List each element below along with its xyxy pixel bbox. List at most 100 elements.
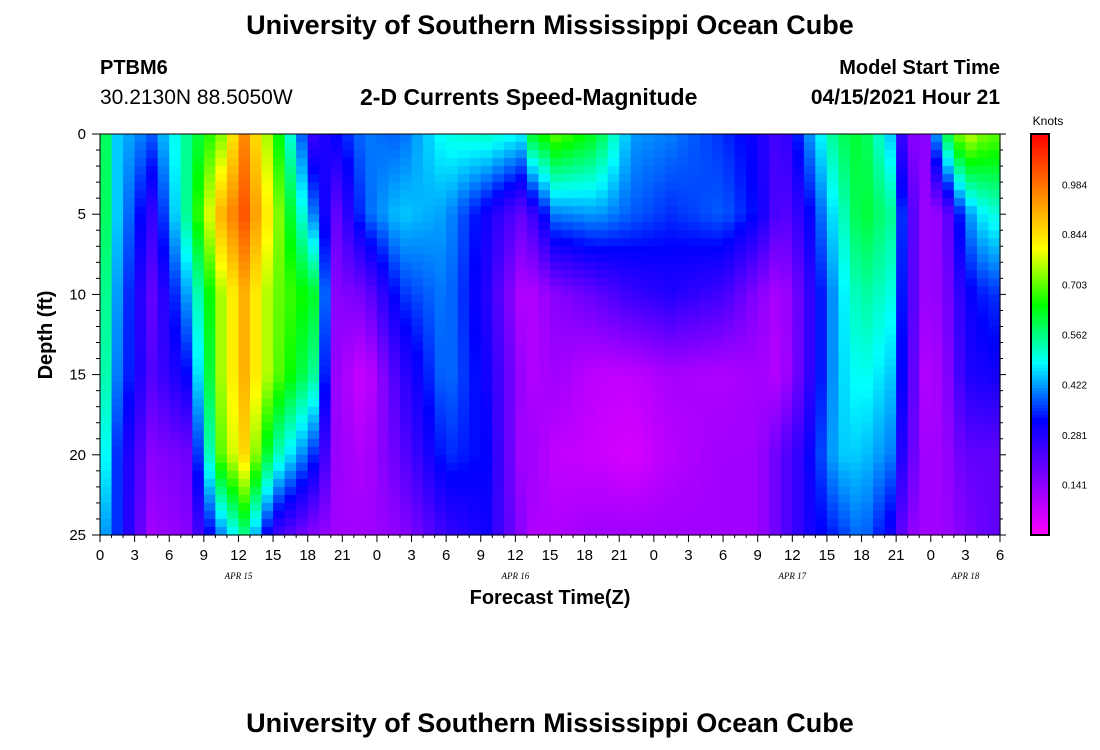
heatmap-cell (930, 350, 943, 360)
heatmap-cell (653, 142, 666, 151)
heatmap-cell (561, 238, 574, 247)
heatmap-cell (976, 134, 990, 143)
heatmap-cell (746, 438, 759, 448)
heatmap-cell (296, 190, 309, 199)
heatmap-cell (676, 486, 690, 496)
heatmap-cell (642, 398, 655, 408)
heatmap-cell (746, 150, 759, 159)
heatmap-cell (630, 438, 643, 448)
heatmap-cell (146, 214, 159, 223)
heatmap-cell (676, 510, 690, 520)
heatmap-cell (573, 182, 586, 191)
heatmap-cell (526, 518, 540, 528)
heatmap-cell (861, 166, 874, 175)
heatmap-cell (584, 390, 597, 400)
heatmap-cell (734, 262, 747, 271)
heatmap-cell (215, 366, 228, 376)
heatmap-cell (953, 518, 966, 528)
heatmap-cell (296, 270, 309, 279)
heatmap-cell (850, 294, 863, 304)
heatmap-cell (619, 150, 632, 159)
heatmap-cell (319, 302, 332, 312)
heatmap-cell (457, 262, 470, 271)
heatmap-cell (226, 134, 240, 143)
heatmap-cell (607, 454, 620, 464)
heatmap-cell (330, 254, 343, 263)
heatmap-cell (123, 246, 136, 255)
heatmap-cell (826, 310, 840, 320)
heatmap-cell (861, 470, 874, 480)
heatmap-cell (550, 302, 563, 312)
heatmap-cell (619, 166, 632, 175)
heatmap-cell (919, 294, 932, 304)
heatmap-cell (400, 318, 413, 328)
heatmap-cell (630, 334, 643, 344)
heatmap-cell (250, 270, 263, 279)
heatmap-cell (642, 318, 655, 328)
heatmap-cell (965, 462, 978, 472)
heatmap-cell (596, 294, 609, 304)
heatmap-cell (400, 438, 413, 448)
heatmap-cell (734, 326, 747, 336)
heatmap-cell (457, 382, 470, 392)
heatmap-cell (873, 510, 886, 520)
heatmap-cell (434, 166, 447, 175)
heatmap-cell (157, 518, 170, 528)
heatmap-cell (619, 206, 632, 215)
heatmap-cell (769, 166, 782, 175)
heatmap-cell (953, 326, 966, 336)
heatmap-cell (873, 398, 886, 408)
heatmap-cell (411, 502, 424, 512)
heatmap-cell (100, 398, 113, 408)
heatmap-cell (146, 366, 159, 376)
heatmap-cell (630, 222, 643, 231)
x-tick-label: 6 (442, 547, 450, 564)
colorbar-swatch (1031, 244, 1049, 249)
heatmap-cell (457, 206, 470, 215)
heatmap-cell (965, 486, 978, 496)
heatmap-cell (192, 230, 205, 239)
heatmap-cell (942, 454, 955, 464)
heatmap-cell (884, 422, 897, 432)
heatmap-cell (180, 342, 193, 352)
heatmap-cell (596, 374, 609, 384)
heatmap-cell (757, 494, 770, 504)
heatmap-cell (180, 486, 193, 496)
heatmap-cell (873, 318, 886, 328)
heatmap-cell (653, 342, 666, 352)
heatmap-cell (503, 206, 516, 215)
heatmap-cell (434, 318, 447, 328)
heatmap-cell (873, 526, 886, 536)
heatmap-cell (930, 150, 943, 159)
heatmap-cell (388, 286, 401, 295)
heatmap-cell (250, 398, 263, 408)
heatmap-cell (446, 526, 459, 536)
heatmap-cell (319, 430, 332, 440)
heatmap-cell (123, 142, 136, 151)
heatmap-cell (388, 358, 401, 368)
heatmap-cell (353, 438, 366, 448)
heatmap-cell (203, 262, 216, 271)
heatmap-cell (757, 142, 770, 151)
heatmap-cell (884, 406, 897, 416)
heatmap-cell (561, 158, 574, 167)
heatmap-cell (919, 510, 932, 520)
heatmap-cell (457, 326, 470, 336)
heatmap-cell (896, 206, 909, 215)
heatmap-cell (838, 438, 851, 448)
heatmap-cell (203, 190, 216, 199)
heatmap-cell (838, 382, 851, 392)
heatmap-cell (746, 318, 759, 328)
heatmap-cell (988, 262, 1001, 271)
heatmap-cell (319, 510, 332, 520)
heatmap-cell (273, 350, 286, 360)
heatmap-cell (319, 470, 332, 480)
heatmap-cell (976, 390, 990, 400)
heatmap-cell (457, 246, 470, 255)
heatmap-cell (515, 358, 528, 368)
heatmap-cell (215, 358, 228, 368)
heatmap-cell (642, 334, 655, 344)
heatmap-cell (642, 270, 655, 279)
heatmap-cell (769, 350, 782, 360)
heatmap-cell (180, 230, 193, 239)
